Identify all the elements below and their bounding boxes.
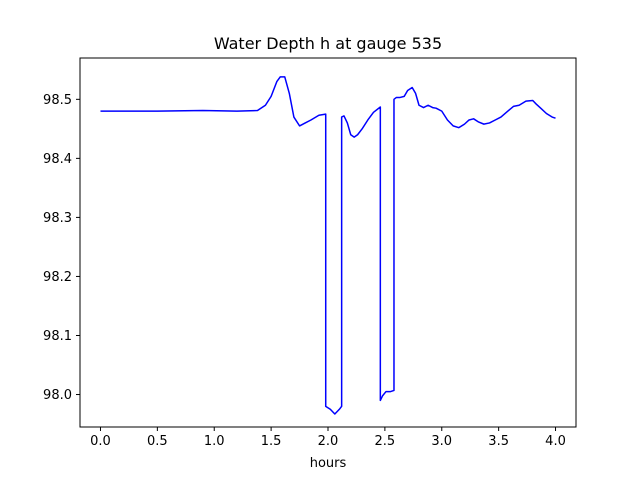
x-tick-label: 0.0 — [90, 434, 111, 449]
series-line-0 — [100, 76, 556, 415]
x-tick-label: 0.5 — [147, 434, 168, 449]
x-tick-label: 1.0 — [204, 434, 225, 449]
plot-area — [79, 57, 577, 428]
x-axis-label: hours — [310, 456, 347, 471]
x-tick-label: 4.0 — [545, 434, 566, 449]
y-tick-label: 98.1 — [43, 329, 72, 344]
x-tick-label: 3.5 — [488, 434, 509, 449]
chart-title: Water Depth h at gauge 535 — [214, 34, 442, 53]
y-tick-label: 98.2 — [43, 270, 72, 285]
x-tick-label: 2.5 — [375, 434, 396, 449]
plot-frame — [79, 57, 577, 428]
x-axis: 0.0 0.5 1.0 1.5 2.0 2.5 3.0 3.5 4.0 — [90, 427, 566, 449]
y-tick-label: 98.5 — [43, 93, 72, 108]
y-tick-label: 98.4 — [43, 152, 72, 167]
y-tick-label: 98.3 — [43, 211, 72, 226]
x-tick-label: 1.5 — [261, 434, 282, 449]
series-group — [100, 76, 556, 415]
x-tick-label: 2.0 — [318, 434, 339, 449]
x-tick-label: 3.0 — [431, 434, 452, 449]
y-axis: 98.0 98.1 98.2 98.3 98.4 98.5 — [43, 93, 80, 403]
y-tick-label: 98.0 — [43, 388, 72, 403]
